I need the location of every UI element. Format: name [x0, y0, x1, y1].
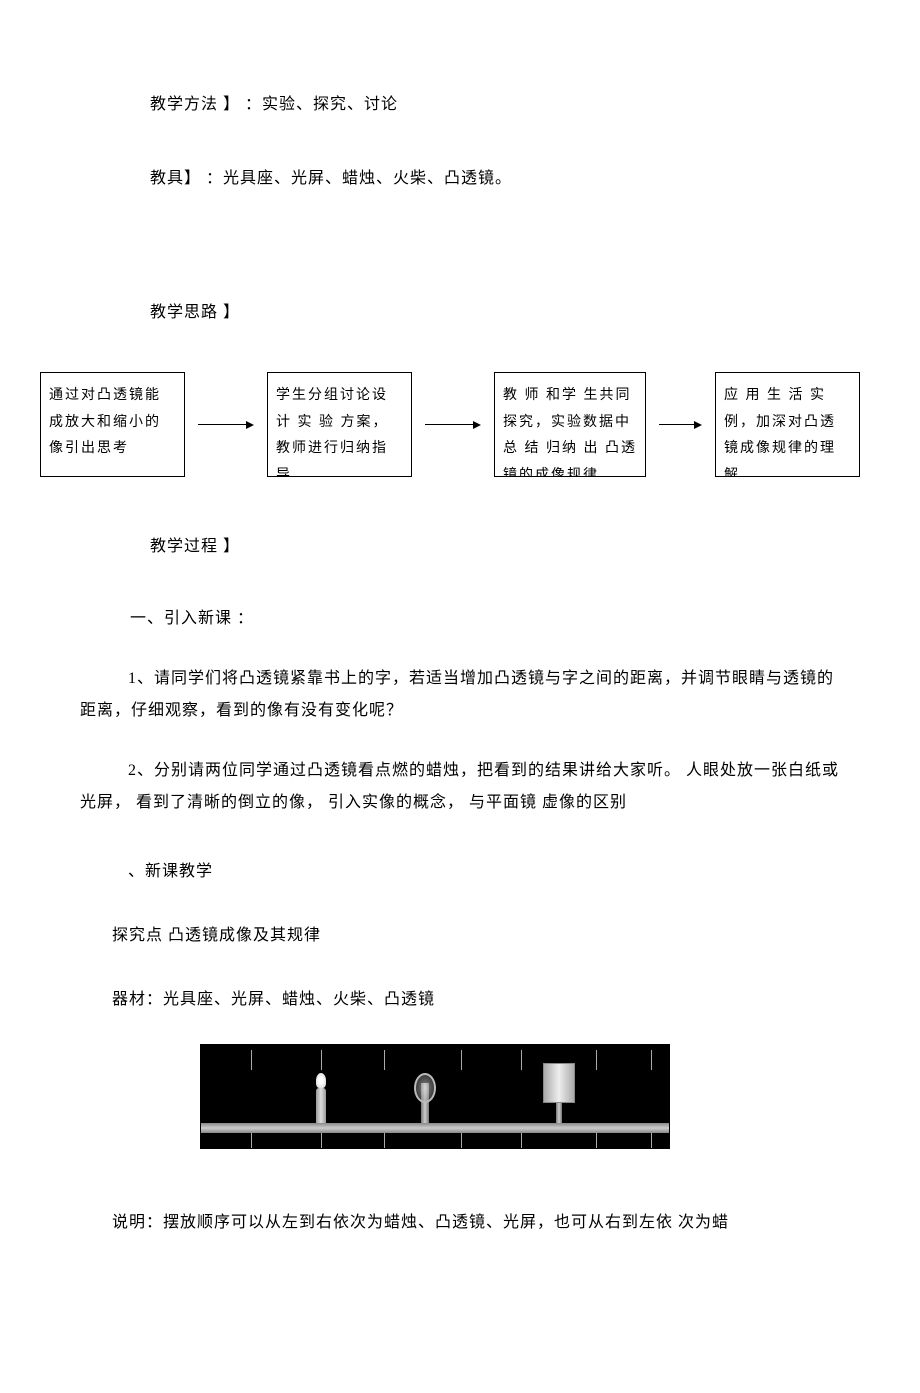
arrow-line: [659, 424, 694, 425]
candle-icon: [316, 1088, 326, 1123]
arrow-line: [425, 424, 473, 425]
screen-icon: [543, 1063, 575, 1103]
convex-lens-icon: [414, 1073, 436, 1103]
flowchart-box-2: 学生分组讨论设 计 实 验 方案，教师进行归纳指导: [267, 372, 412, 477]
arrow-head-icon: [473, 421, 481, 429]
investigate-heading: 探究点 凸透镜成像及其规律: [112, 921, 840, 945]
intro-paragraph-2: 2、分别请两位同学通过凸透镜看点燃的蜡烛，把看到的结果讲给大家听。 人眼处放一张…: [80, 755, 840, 819]
flowchart-container: 通过对凸透镜能成放大和缩小的像引出思考 学生分组讨论设 计 实 验 方案，教师进…: [40, 372, 860, 477]
explanation-text: 说明：摆放顺序可以从左到右依次为蜡烛、凸透镜、光屏，也可从右到左依 次为蜡: [112, 1209, 840, 1238]
teaching-tools-label: 教具】 ：光具座、光屏、蜡烛、火柴、凸透镜。: [150, 164, 840, 188]
flowchart-arrow-3: [659, 421, 702, 429]
arrow-head-icon: [694, 421, 702, 429]
arrow-head-icon: [246, 421, 254, 429]
teaching-thinking-label: 教学思路 】: [150, 298, 840, 322]
flowchart-arrow-1: [198, 421, 254, 429]
new-lesson-heading: 、新课教学: [128, 857, 840, 881]
arrow-line: [198, 424, 246, 425]
tick-mark: [651, 1133, 652, 1148]
flowchart-box-4: 应 用 生 活 实例，加深对凸透镜成像规律的理解: [715, 372, 860, 477]
teaching-method-label: 教学方法 】 ：实验、探究、讨论: [150, 90, 840, 114]
tick-mark: [596, 1133, 597, 1148]
intro-paragraph-1: 1、请同学们将凸透镜紧靠书上的字，若适当增加凸透镜与字之间的距离，并调节眼睛与透…: [80, 663, 840, 727]
flowchart-arrow-2: [425, 421, 481, 429]
tick-mark: [521, 1133, 522, 1148]
candle-flame-icon: [316, 1073, 326, 1088]
tick-mark: [321, 1133, 322, 1148]
optical-bench-diagram: [200, 1044, 670, 1149]
intro-section-heading: 一、引入新课 ：: [130, 604, 840, 628]
tick-mark: [461, 1133, 462, 1148]
tick-mark: [384, 1133, 385, 1148]
tick-marks-bottom: [201, 1045, 669, 1148]
equipment-label: 器材：光具座、光屏、蜡烛、火柴、凸透镜: [112, 985, 840, 1009]
teaching-process-label: 教学过程 】: [150, 532, 840, 556]
flowchart-box-3: 教 师 和学 生共同探究，实验数据中总 结 归纳 出 凸透镜的成像规律: [494, 372, 646, 477]
tick-mark: [251, 1133, 252, 1148]
flowchart-box-1: 通过对凸透镜能成放大和缩小的像引出思考: [40, 372, 185, 477]
